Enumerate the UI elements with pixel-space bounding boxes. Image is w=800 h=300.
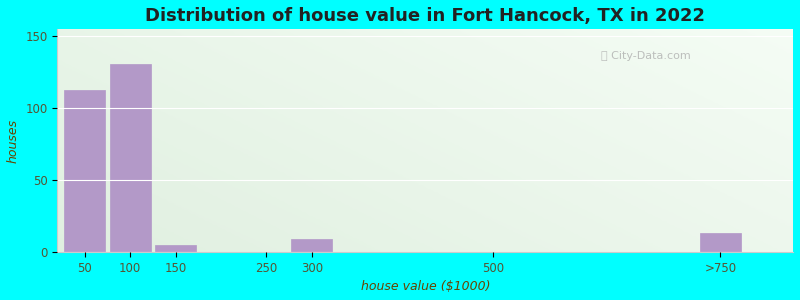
Bar xyxy=(291,239,332,252)
Bar xyxy=(110,64,150,252)
Bar xyxy=(64,90,105,252)
Bar xyxy=(155,244,196,252)
X-axis label: house value ($1000): house value ($1000) xyxy=(361,280,490,293)
Text: Ⓢ City-Data.com: Ⓢ City-Data.com xyxy=(601,51,691,61)
Bar xyxy=(700,233,741,252)
Title: Distribution of house value in Fort Hancock, TX in 2022: Distribution of house value in Fort Hanc… xyxy=(146,7,706,25)
Y-axis label: houses: houses xyxy=(7,118,20,163)
